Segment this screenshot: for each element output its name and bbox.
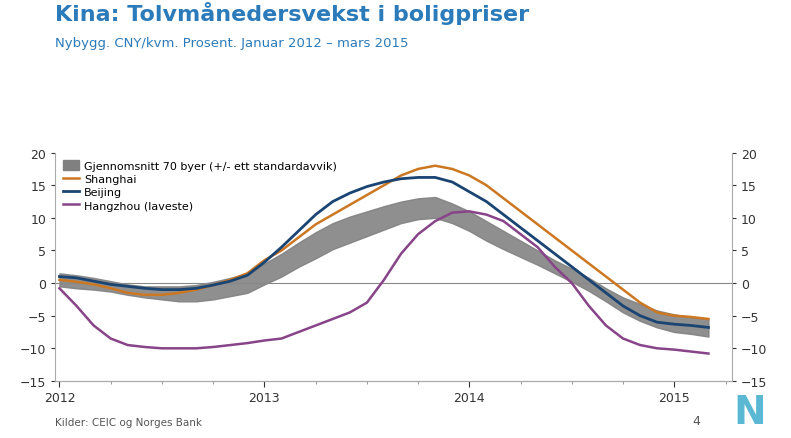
Legend: Gjennomsnitt 70 byer (+/- ett standardavvik), Shanghai, Beijing, Hangzhou (laves: Gjennomsnitt 70 byer (+/- ett standardav… [61, 159, 339, 213]
Text: Kina: Tolvmånedersvekst i boligpriser: Kina: Tolvmånedersvekst i boligpriser [55, 2, 529, 25]
Text: N: N [733, 393, 766, 431]
Text: Nybygg. CNY/kvm. Prosent. Januar 2012 – mars 2015: Nybygg. CNY/kvm. Prosent. Januar 2012 – … [55, 37, 409, 50]
Text: Kilder: CEIC og Norges Bank: Kilder: CEIC og Norges Bank [55, 417, 202, 427]
Text: 4: 4 [692, 414, 700, 427]
